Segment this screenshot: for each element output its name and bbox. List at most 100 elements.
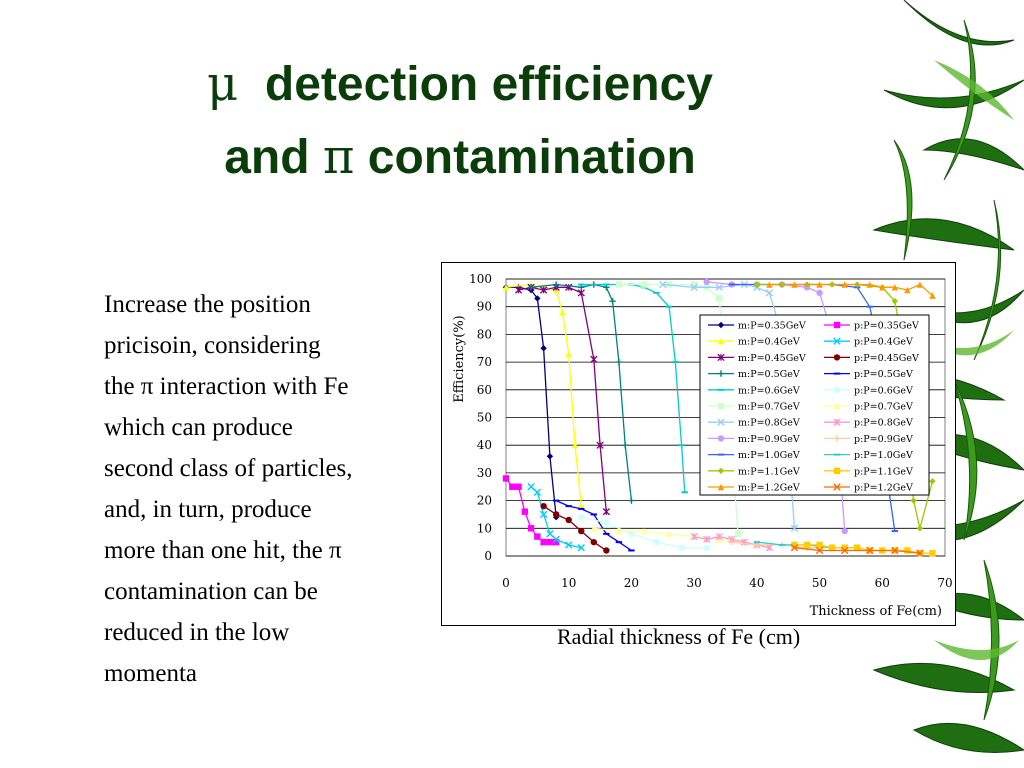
data-point	[539, 510, 548, 519]
data-point	[678, 544, 685, 551]
data-point	[578, 514, 585, 521]
data-point	[891, 284, 899, 291]
data-point	[904, 286, 911, 294]
data-point	[891, 546, 899, 555]
data-point	[628, 497, 635, 504]
data-point	[716, 295, 723, 302]
data-point	[565, 541, 573, 549]
legend-item: m:P=0.4GeV	[708, 337, 800, 348]
data-point	[854, 544, 861, 551]
data-point	[552, 511, 560, 518]
x-tick-label: 30	[687, 576, 702, 590]
legend-marker	[833, 321, 841, 329]
x-tick-label: 20	[624, 576, 639, 590]
legend-marker	[833, 354, 841, 361]
data-point	[621, 442, 629, 449]
data-point	[765, 289, 774, 297]
data-point	[715, 283, 723, 292]
data-point	[546, 530, 554, 538]
legend-label: p:P=1.0GeV	[854, 450, 913, 461]
legend-marker	[717, 435, 725, 442]
data-point	[552, 535, 560, 544]
legend-item: m:P=0.35GeV	[708, 321, 806, 332]
data-point	[602, 508, 611, 516]
y-tick-label: 100	[469, 272, 492, 286]
legend-marker	[833, 402, 841, 410]
data-point	[816, 281, 823, 288]
data-point	[640, 527, 648, 535]
legend-marker	[833, 386, 841, 393]
data-point	[828, 544, 836, 551]
y-axis-label: Efficiency(%)	[452, 315, 467, 403]
data-point	[803, 541, 811, 549]
data-point	[690, 281, 698, 288]
data-point	[515, 483, 522, 490]
body-text: Increase the position pricisoin, conside…	[104, 284, 464, 694]
y-tick-label: 0	[484, 549, 492, 563]
data-point	[577, 289, 585, 297]
data-point	[615, 527, 623, 535]
y-tick-label: 70	[477, 355, 492, 369]
data-point	[653, 538, 660, 546]
legend-label: m:P=0.5GeV	[738, 369, 800, 380]
data-point	[527, 525, 535, 532]
data-point	[841, 544, 848, 551]
legend-label: p:P=1.2GeV	[854, 483, 913, 494]
data-point	[659, 280, 667, 289]
legend-marker	[833, 435, 841, 442]
data-point	[703, 535, 711, 544]
legend-marker	[717, 467, 725, 474]
data-point	[690, 283, 698, 292]
body-line: Increase the position	[104, 291, 311, 318]
data-point	[559, 309, 566, 316]
body-line: more than one hit, the π	[104, 537, 342, 564]
body-line: momenta	[104, 660, 198, 687]
y-tick-label: 60	[477, 383, 492, 397]
series-line	[794, 547, 920, 554]
y-tick-label: 30	[477, 466, 492, 480]
legend-item: m:P=0.7GeV	[708, 402, 800, 413]
series-p:P=1.2GeV	[790, 543, 924, 557]
legend-marker	[833, 467, 841, 474]
series-m:P=0.5GeV	[527, 281, 635, 504]
data-point	[609, 297, 616, 305]
data-point	[590, 525, 597, 532]
data-point	[841, 281, 848, 288]
x-axis-label: Thickness of Fe(cm)	[810, 604, 942, 619]
legend-item: p:P=0.35GeV	[824, 321, 919, 332]
data-point	[596, 441, 604, 449]
title-line-2: and π contamination	[60, 121, 860, 194]
legend-label: p:P=0.9GeV	[854, 434, 913, 445]
data-point	[509, 483, 516, 490]
data-point	[546, 538, 554, 546]
legend-label: p:P=0.4GeV	[854, 337, 913, 348]
data-point	[816, 289, 823, 297]
data-point	[715, 532, 723, 541]
legend-item: p:P=0.6GeV	[824, 385, 913, 396]
data-point	[540, 538, 547, 546]
series-m:P=1.2GeV	[766, 281, 936, 299]
data-point	[929, 550, 936, 557]
title-line-2-text-a: and	[224, 131, 310, 184]
legend-item: p:P=1.2GeV	[824, 483, 913, 494]
y-tick-label: 40	[477, 438, 492, 452]
data-point	[603, 519, 610, 526]
data-point	[539, 286, 548, 294]
series-p:P=0.4GeV	[527, 483, 585, 552]
data-point	[728, 538, 735, 546]
data-point	[916, 281, 924, 288]
data-point	[640, 281, 648, 288]
x-tick-label: 70	[937, 576, 952, 590]
data-point	[615, 358, 623, 366]
data-point	[502, 475, 510, 482]
legend-item: p:P=1.1GeV	[824, 466, 913, 477]
legend-label: m:P=0.6GeV	[738, 385, 800, 396]
body-line: contamination can be	[104, 578, 318, 605]
legend-label: m:P=1.1GeV	[738, 466, 800, 477]
data-point	[815, 546, 824, 555]
data-point	[565, 350, 572, 357]
data-point	[665, 530, 673, 538]
legend-label: p:P=0.45GeV	[854, 353, 919, 364]
data-point	[703, 544, 710, 551]
pi-symbol: π	[322, 129, 355, 185]
